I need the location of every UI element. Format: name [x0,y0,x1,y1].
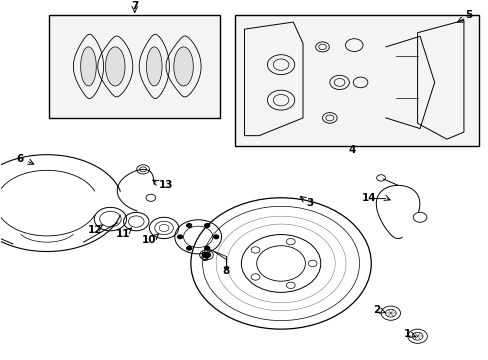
Bar [234,15,478,146]
Text: 1: 1 [403,329,410,339]
Text: 13: 13 [159,180,173,190]
Polygon shape [146,47,162,86]
Text: 7: 7 [131,1,138,11]
Text: 14: 14 [361,193,375,203]
Text: 6: 6 [17,154,24,164]
Polygon shape [173,47,193,86]
Text: 11: 11 [115,229,130,239]
Polygon shape [81,47,96,86]
Circle shape [186,224,191,227]
Text: 9: 9 [202,253,209,263]
Text: 4: 4 [347,145,355,155]
Circle shape [186,247,191,250]
Text: 2: 2 [373,305,380,315]
Polygon shape [105,47,125,86]
Circle shape [213,235,218,239]
Circle shape [204,247,209,250]
Text: 10: 10 [142,235,156,246]
Text: 3: 3 [306,198,313,208]
Text: 12: 12 [87,225,102,235]
Circle shape [202,252,210,258]
Text: 5: 5 [464,10,471,20]
Circle shape [204,224,209,227]
Bar [49,15,220,118]
Circle shape [177,235,182,239]
Text: 8: 8 [222,266,229,276]
